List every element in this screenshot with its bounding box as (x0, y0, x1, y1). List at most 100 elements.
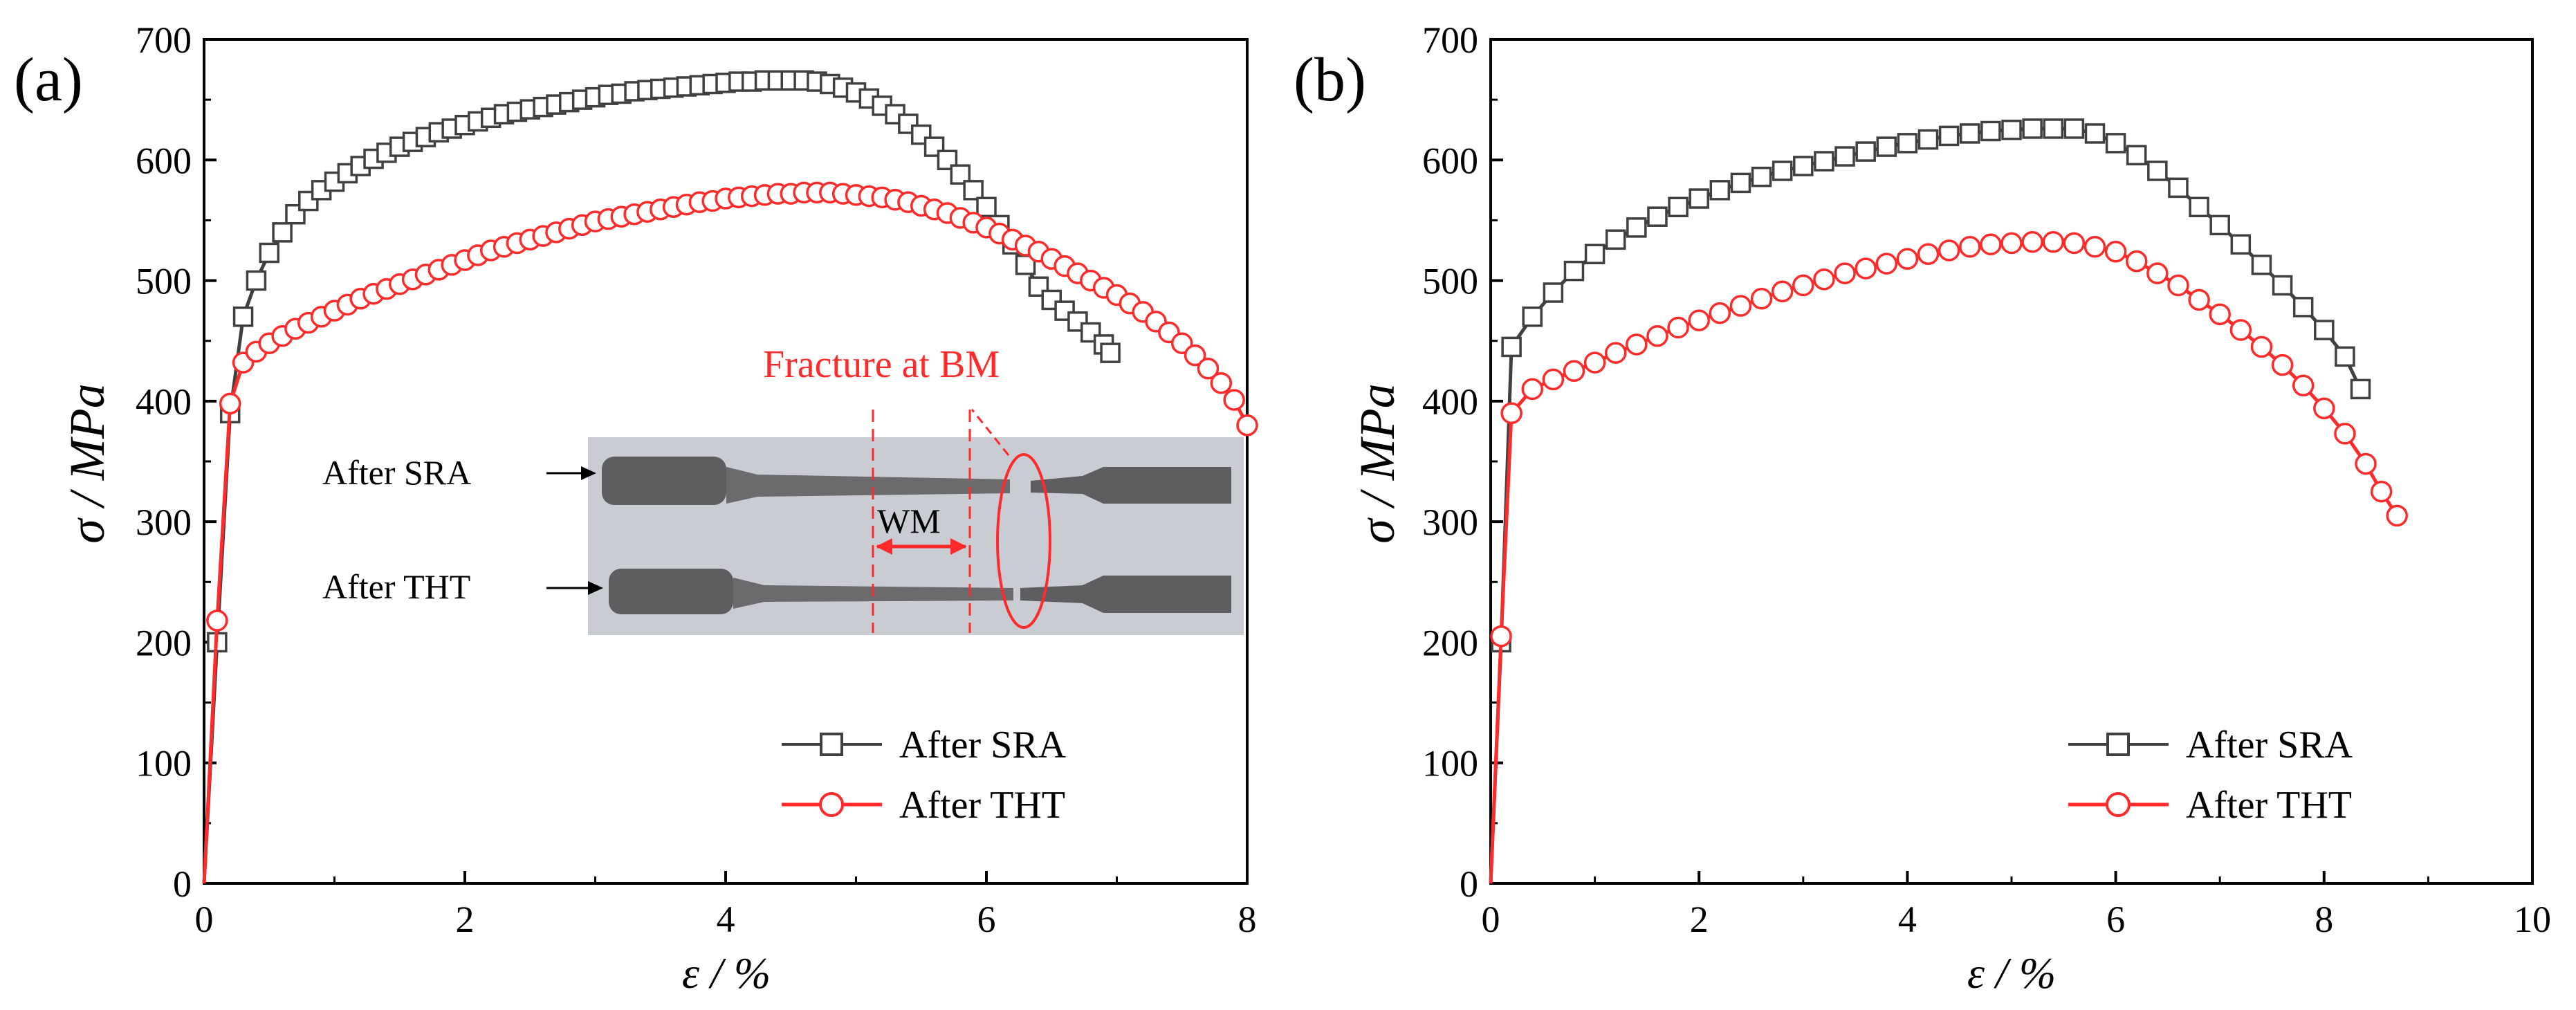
data-point-after-sra-b (1938, 125, 1960, 147)
data-point-after-sra-b (2230, 234, 2252, 255)
legend-b: After SRA After THT (2068, 724, 2353, 827)
legend-marker-tht-b (2106, 792, 2131, 817)
y-axis-title-a: σ / MPa (59, 383, 115, 543)
data-point-after-sra-b (1814, 151, 1834, 172)
y-tick-label-a: 200 (136, 622, 192, 663)
data-point-after-tht-b (1750, 287, 1773, 310)
data-point-after-tht-a (1171, 332, 1193, 354)
data-point-after-tht-b (2209, 303, 2231, 326)
data-point-after-sra-b (2314, 320, 2335, 340)
panel-label-a: (a) (14, 46, 83, 114)
data-point-after-tht-b (2146, 262, 2169, 284)
data-point-after-tht-b (2104, 240, 2127, 263)
data-point-after-sra-b (1584, 244, 1606, 264)
data-point-after-sra-b (2292, 297, 2314, 318)
data-point-after-tht-a (1184, 344, 1206, 367)
data-point-after-sra-b (1668, 196, 1689, 218)
y-tick-label-a: 100 (136, 743, 192, 784)
data-point-after-sra-b (1501, 336, 1522, 358)
data-point-after-tht-b (2188, 288, 2210, 311)
data-point-after-tht-b (1667, 316, 1689, 339)
data-point-after-tht-b (1959, 236, 1981, 258)
data-point-after-tht-a (1236, 414, 1258, 437)
data-point-after-tht-b (2063, 232, 2086, 255)
series-after-sra-b (1489, 118, 2371, 884)
data-point-after-sra-b (1855, 141, 1876, 162)
data-point-after-sra-b (2001, 119, 2022, 140)
series-after-tht-b (1489, 231, 2408, 884)
data-point-after-sra-b (1522, 306, 1543, 327)
specimen-arrowhead-sra (581, 466, 596, 480)
data-point-after-sra-b (2350, 378, 2371, 400)
data-point-after-sra-a (1100, 342, 1121, 363)
data-point-after-tht-b (2229, 319, 2252, 341)
y-tick-label-a: 400 (136, 381, 192, 423)
data-point-after-sra-b (1730, 172, 1751, 194)
data-point-after-tht-b (1542, 368, 1565, 391)
data-point-after-sra-b (1626, 217, 1647, 238)
chart-panel-a: (a) WM (14, 38, 1249, 998)
data-point-after-sra-b (2147, 160, 2168, 181)
x-tick-label-b: 4 (1898, 899, 1917, 940)
data-point-after-sra-b (2168, 177, 2189, 199)
x-tick-label-a: 4 (717, 899, 735, 940)
data-point-after-tht-b (1521, 378, 1543, 401)
fracture-pointer (970, 409, 1010, 456)
data-point-after-sra-b (1917, 129, 1939, 150)
y-tick-label-b: 500 (1422, 261, 1478, 302)
fracture-label: Fracture at BM (763, 343, 1000, 386)
svg-text:σ / MPa: σ / MPa (1350, 383, 1405, 543)
wm-arrowhead-right (950, 538, 967, 555)
data-point-after-tht-b (1500, 402, 1522, 425)
data-point-after-tht-a (219, 392, 241, 415)
data-point-after-tht-b (1834, 262, 1856, 284)
x-axis-title-a: ε / % (682, 948, 771, 998)
data-point-after-tht-b (1896, 248, 1919, 270)
legend-marker-tht-a (819, 792, 844, 817)
x-tick-label-b: 8 (2315, 899, 2333, 940)
specimen-label-tht: After THT (322, 567, 470, 606)
y-tick-label-b: 600 (1422, 140, 1478, 181)
data-point-after-sra-b (1960, 123, 1980, 144)
legend-marker-sra-a (820, 733, 843, 756)
data-point-after-sra-b (2189, 196, 2209, 218)
data-point-after-tht-b (1583, 351, 1606, 374)
data-point-after-tht-b (1490, 625, 1512, 648)
svg-text:σ / MPa: σ / MPa (59, 383, 115, 543)
data-point-after-tht-b (1813, 268, 1835, 291)
data-point-after-sra-b (2251, 255, 2272, 275)
data-point-after-tht-b (2386, 504, 2408, 527)
data-point-after-sra-b (1772, 160, 1793, 181)
data-point-after-sra-b (1793, 156, 1814, 176)
specimen-photo-inset: WM Fracture at BM After SRA After THT (322, 343, 1244, 635)
data-point-after-tht-b (1688, 309, 1710, 331)
data-point-after-tht-b (2083, 236, 2106, 258)
data-point-after-sra-b (1876, 136, 1897, 157)
data-point-after-sra-a (272, 222, 293, 243)
legend-label-sra-b: After SRA (2186, 724, 2353, 766)
data-point-after-sra-b (2043, 118, 2063, 139)
y-tick-label-b: 0 (1460, 863, 1478, 905)
data-point-after-tht-b (2334, 423, 2356, 445)
data-point-after-tht-b (2292, 374, 2315, 396)
x-tick-label-a: 6 (977, 899, 996, 940)
data-point-after-sra-b (2335, 346, 2355, 367)
data-point-after-tht-a (1197, 358, 1220, 380)
data-point-after-sra-a (1041, 289, 1062, 311)
data-point-after-tht-b (1938, 239, 1960, 261)
data-point-after-tht-b (2042, 231, 2064, 253)
data-point-after-sra-b (1543, 282, 1564, 303)
y-axis-title-b: σ / MPa (1350, 383, 1405, 543)
data-point-after-sra-a (246, 270, 267, 291)
data-point-after-tht-b (2000, 232, 2023, 255)
specimen-label-sra: After SRA (322, 453, 471, 492)
data-point-after-sra-a (259, 242, 279, 264)
y-tick-label-b: 100 (1422, 743, 1478, 784)
legend-label-tht-b: After THT (2186, 784, 2352, 827)
data-point-after-sra-b (1689, 188, 1709, 209)
wm-label: WM (877, 502, 941, 540)
x-tick-label-b: 2 (1690, 899, 1709, 940)
data-point-after-tht-b (1626, 333, 1648, 356)
data-point-after-tht-b (1792, 274, 1814, 297)
